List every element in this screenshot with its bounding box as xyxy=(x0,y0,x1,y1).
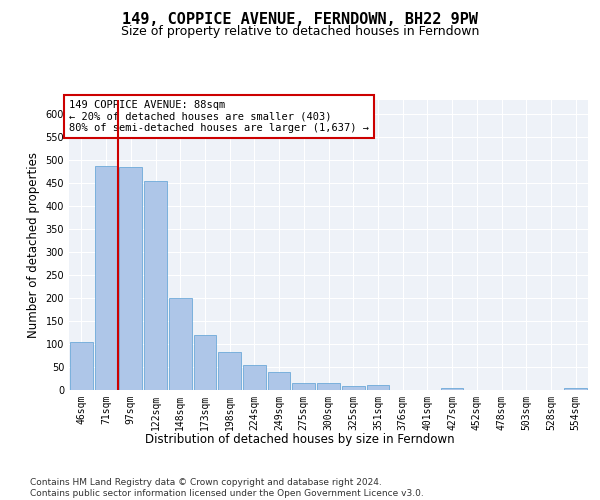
Bar xyxy=(194,335,216,390)
Text: 149 COPPICE AVENUE: 88sqm
← 20% of detached houses are smaller (403)
80% of semi: 149 COPPICE AVENUE: 88sqm ← 20% of detac… xyxy=(69,100,369,133)
Bar xyxy=(243,364,266,390)
Text: Contains HM Land Registry data © Crown copyright and database right 2024.
Contai: Contains HM Land Registry data © Crown c… xyxy=(30,478,424,498)
Bar xyxy=(292,383,315,390)
Text: 149, COPPICE AVENUE, FERNDOWN, BH22 9PW: 149, COPPICE AVENUE, FERNDOWN, BH22 9PW xyxy=(122,12,478,28)
Bar xyxy=(268,372,290,390)
Bar xyxy=(441,388,463,390)
Bar xyxy=(70,342,93,390)
Text: Size of property relative to detached houses in Ferndown: Size of property relative to detached ho… xyxy=(121,25,479,38)
Bar xyxy=(95,166,118,390)
Bar xyxy=(169,298,191,390)
Bar xyxy=(119,166,142,390)
Y-axis label: Number of detached properties: Number of detached properties xyxy=(27,152,40,338)
Bar xyxy=(144,182,167,390)
Bar xyxy=(218,352,241,390)
Bar xyxy=(564,388,587,390)
Bar xyxy=(317,383,340,390)
Bar xyxy=(342,386,365,390)
Text: Distribution of detached houses by size in Ferndown: Distribution of detached houses by size … xyxy=(145,432,455,446)
Bar xyxy=(367,386,389,390)
